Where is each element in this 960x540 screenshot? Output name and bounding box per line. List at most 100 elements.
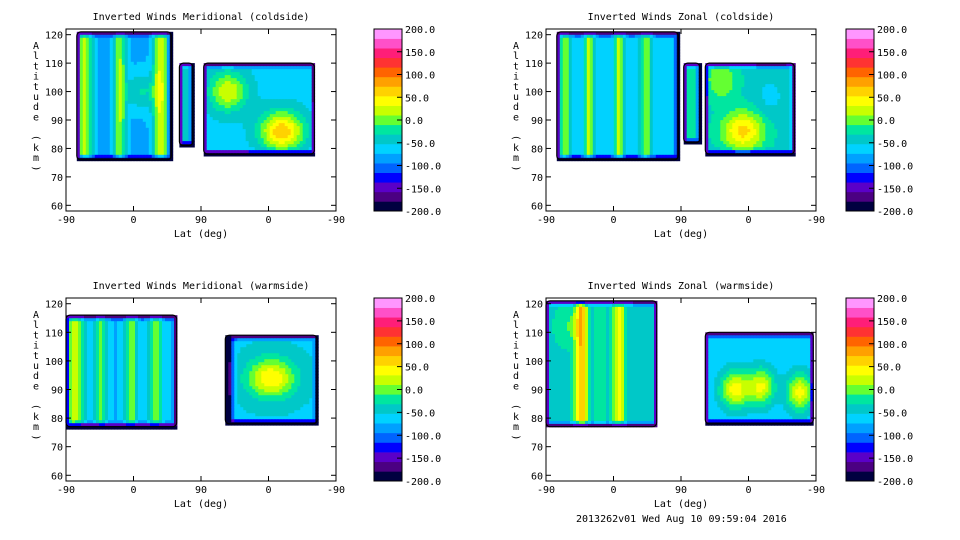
contour-cell	[203, 102, 208, 106]
contour-cell	[278, 63, 283, 67]
colorbar-swatch	[374, 163, 402, 173]
contour-cell	[130, 67, 135, 72]
contour-cell	[227, 135, 232, 139]
contour-cell	[79, 103, 84, 108]
contour-cell	[85, 73, 90, 78]
contour-cell	[670, 67, 675, 72]
contour-cell	[689, 63, 694, 67]
contour-cell	[91, 79, 96, 84]
contour-cell	[607, 61, 612, 66]
contour-cell	[613, 121, 618, 126]
contour-cell	[106, 49, 111, 54]
contour-cell	[711, 81, 715, 85]
contour-cell	[296, 123, 301, 127]
contour-cell	[726, 84, 730, 88]
contour-cell	[732, 138, 736, 142]
contour-cell	[287, 111, 292, 115]
contour-cell	[260, 126, 265, 130]
contour-cell	[607, 127, 612, 132]
contour-cell	[151, 115, 156, 120]
contour-cell	[139, 37, 144, 42]
contour-cell	[649, 34, 654, 39]
contour-cell	[221, 81, 226, 85]
contour-cell	[723, 102, 727, 106]
contour-cell	[583, 91, 588, 96]
contour-cell	[311, 84, 316, 88]
contour-cell	[203, 108, 208, 112]
contour-cell	[239, 99, 244, 103]
contour-cell	[604, 148, 609, 153]
contour-cell	[628, 151, 633, 156]
contour-cell	[121, 49, 126, 54]
contour-cell	[76, 115, 81, 120]
contour-cell	[124, 85, 129, 90]
contour-cell	[646, 61, 651, 66]
contour-cell	[711, 99, 715, 103]
contour-cell	[106, 136, 111, 141]
region-outline	[76, 31, 172, 161]
contour-cell	[157, 154, 162, 159]
contour-cell	[206, 141, 211, 145]
contour-cell	[209, 147, 214, 151]
contour-cell	[586, 148, 591, 153]
contour-cell	[311, 117, 316, 121]
contour-cell	[221, 144, 226, 148]
contour-cell	[272, 114, 277, 118]
contour-cell	[275, 102, 280, 106]
contour-cell	[565, 106, 570, 111]
contour-cell	[79, 100, 84, 105]
contour-cell	[91, 133, 96, 138]
contour-cell	[308, 99, 313, 103]
contour-cell	[604, 46, 609, 51]
contour-cell	[215, 147, 220, 151]
contour-cell	[266, 126, 271, 130]
contour-cell	[103, 100, 108, 105]
contour-cell	[203, 126, 208, 130]
contour-cell	[100, 103, 105, 108]
contour-cell	[655, 109, 660, 114]
contour-cell	[269, 117, 274, 121]
contour-cell	[293, 105, 298, 109]
contour-cell	[616, 139, 621, 144]
contour-cell	[595, 40, 600, 45]
contour-cell	[296, 90, 301, 94]
contour-cell	[85, 34, 90, 39]
contour-cell	[592, 73, 597, 78]
contour-cell	[311, 75, 316, 79]
contour-cell	[163, 139, 168, 144]
contour-cell	[236, 90, 241, 94]
contour-cell	[565, 109, 570, 114]
contour-cell	[646, 121, 651, 126]
contour-cell	[293, 126, 298, 130]
contour-cell	[182, 117, 186, 121]
contour-cell	[130, 70, 135, 75]
contour-cell	[130, 109, 135, 114]
contour-cell	[670, 100, 675, 105]
contour-cell	[118, 49, 123, 54]
contour-cell	[191, 144, 195, 148]
contour-cell	[619, 103, 624, 108]
contour-cell	[266, 69, 271, 73]
contour-cell	[236, 63, 241, 67]
contour-cell	[257, 123, 262, 127]
contour-cell	[652, 85, 657, 90]
contour-cell	[583, 112, 588, 117]
contour-cell	[562, 154, 567, 159]
contour-cell	[616, 31, 621, 36]
contour-cell	[233, 123, 238, 127]
contour-cell	[148, 61, 153, 66]
contour-cell	[236, 81, 241, 85]
contour-cell	[726, 102, 730, 106]
contour-cell	[136, 85, 141, 90]
contour-cell	[251, 102, 256, 106]
contour-cell	[91, 100, 96, 105]
contour-cell	[562, 133, 567, 138]
contour-cell	[692, 99, 697, 103]
contour-cell	[622, 106, 627, 111]
contour-cell	[667, 139, 672, 144]
contour-cell	[708, 123, 712, 127]
contour-cell	[616, 109, 621, 114]
contour-cell	[586, 118, 591, 123]
contour-cell	[272, 147, 277, 151]
contour-cell	[643, 34, 648, 39]
